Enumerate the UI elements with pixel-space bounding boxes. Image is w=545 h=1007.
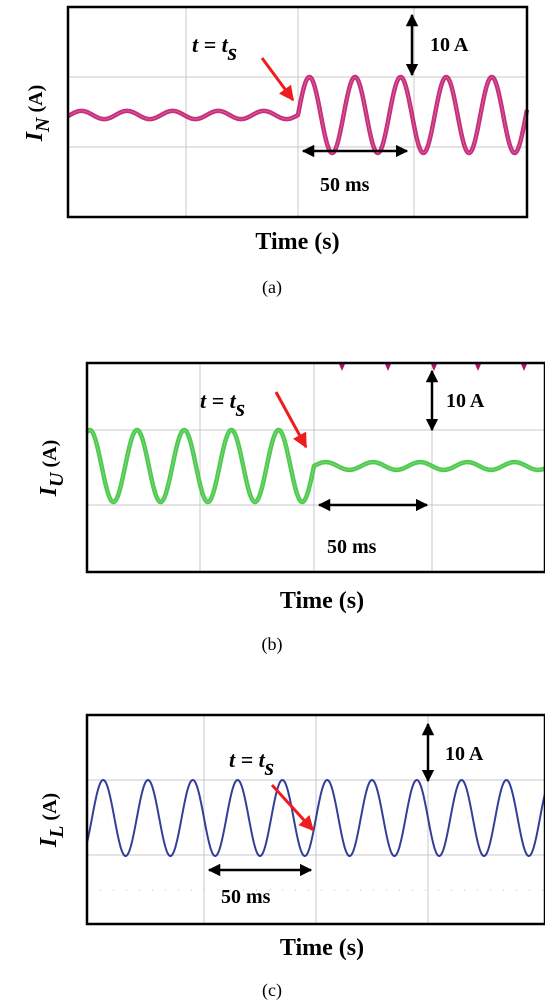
plot-frame xyxy=(66,5,529,219)
panel-caption: (b) xyxy=(262,634,283,655)
plot-frame xyxy=(85,713,545,926)
trace-speck xyxy=(385,364,391,371)
trace-speck xyxy=(339,364,345,371)
scale-label-current: 10 A xyxy=(446,390,485,412)
trace-speck xyxy=(431,364,437,371)
chart-panel: 10 A 50 ms t = ts IL (A) Time (s) (c) xyxy=(36,713,545,1001)
switch-time-label: t = ts xyxy=(229,747,274,781)
scale-label-current: 10 A xyxy=(445,743,484,765)
trace-speck xyxy=(521,364,527,371)
waveform-highlight xyxy=(67,76,528,154)
waveform-line xyxy=(86,779,545,857)
x-axis-label: Time (s) xyxy=(280,935,364,961)
panel-caption: (c) xyxy=(262,980,282,1001)
y-axis-label: IU (A) xyxy=(36,440,68,498)
chart-panel: 10 A 50 ms t = ts IN (A) Time (s) (a) xyxy=(22,5,530,298)
switch-time-arrow xyxy=(274,391,308,449)
panel-caption: (a) xyxy=(262,277,282,298)
waveform-line xyxy=(85,427,545,505)
x-axis-label: Time (s) xyxy=(280,588,364,614)
switch-time-label: t = ts xyxy=(192,32,237,66)
trace-speck xyxy=(475,364,481,371)
plot-frame xyxy=(85,361,545,574)
chart-panel: 10 A 50 ms t = ts IU (A) Time (s) (b) xyxy=(36,361,545,655)
scale-label-current: 10 A xyxy=(430,34,469,56)
x-axis-label: Time (s) xyxy=(255,229,339,255)
y-axis-label: IL (A) xyxy=(36,793,68,848)
scale-label-time: 50 ms xyxy=(221,886,271,908)
waveform-highlight xyxy=(86,429,545,503)
switch-time-arrow xyxy=(270,783,315,832)
switch-time-arrow xyxy=(260,57,295,102)
y-axis-label: IN (A) xyxy=(22,85,54,143)
waveform-line xyxy=(66,74,530,156)
switch-time-label: t = ts xyxy=(200,388,245,422)
scale-label-time: 50 ms xyxy=(320,174,370,196)
scale-label-time: 50 ms xyxy=(327,536,377,558)
